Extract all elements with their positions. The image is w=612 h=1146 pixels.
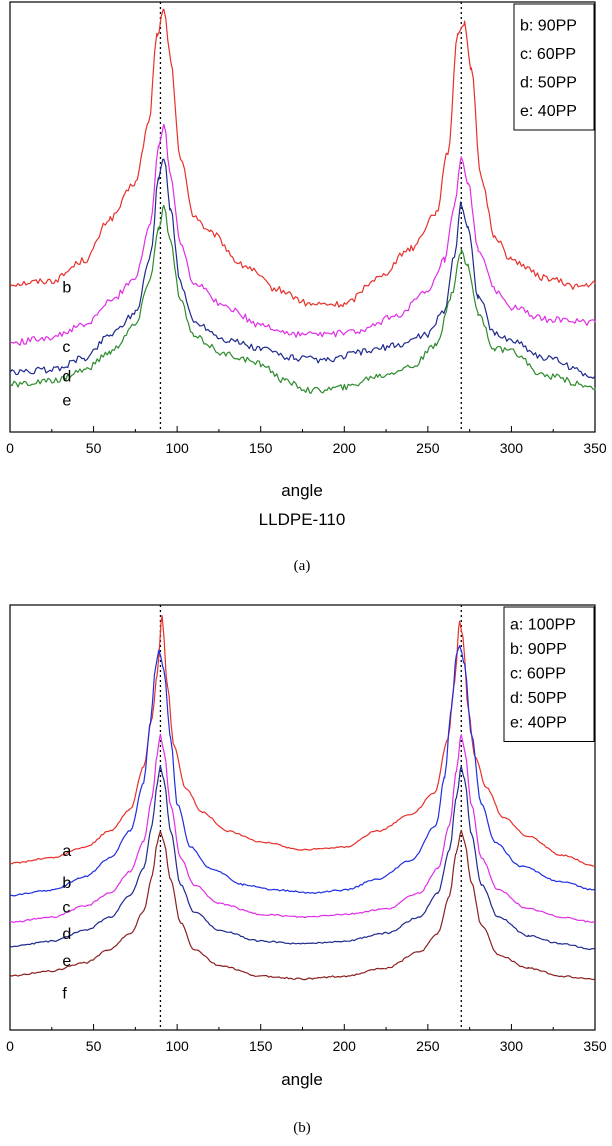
series-line-b [9,645,596,897]
legend-entry: d: 50PP [520,75,577,92]
legend-entry: c: 60PP [520,46,576,63]
curve-label-a: a [62,843,71,860]
x-tick-label: 250 [416,1038,440,1054]
legend-entry: e: 40PP [520,103,577,120]
curve-label-d: d [62,926,71,943]
curve-label-f: f [62,985,67,1002]
curve-label-e: e [62,392,71,409]
x-tick-label: 100 [165,440,189,456]
legend-box [513,3,595,131]
x-tick-label: 250 [416,440,440,456]
x-tick-label: 150 [249,440,273,456]
curve-label-e: e [62,953,71,970]
x-tick-label: 50 [86,1038,102,1054]
series-line-d [9,765,596,951]
reference-lines-a [159,2,462,432]
series-group-a [9,8,596,394]
legend-entry: c: 60PP [510,666,566,683]
curve-label-c: c [62,899,70,916]
x-tick-label: 350 [583,1038,607,1054]
series-group-b [9,615,596,981]
x-tick-label: 200 [333,440,357,456]
caption-b: (b) [293,1120,311,1136]
x-tick-label: 100 [165,1038,189,1054]
x-axis-a: 0 50 100 150 200 250 300 350 [6,426,607,456]
reference-lines-b [159,605,462,1030]
curve-label-b: b [62,875,71,892]
legend-b: a: 100PP b: 90PP c: 60PP d: 50PP e: 40PP [503,606,595,742]
x-axis-b: 0 50 100 150 200 250 300 350 [6,1024,607,1054]
legend-entry: b: 90PP [520,18,577,35]
series-line-d [9,158,596,379]
legend-entry: e: 40PP [510,715,567,732]
x-tick-label: 300 [500,440,524,456]
x-tick-label: 50 [86,440,102,456]
plot-frame-a [9,1,596,433]
curve-label-d: d [62,369,71,386]
x-tick-label: 150 [249,1038,273,1054]
caption-a: (a) [294,558,311,574]
series-line-b [9,8,596,308]
x-axis-title-b: angle [281,1070,323,1089]
series-line-c [9,733,596,923]
legend-entry: b: 90PP [510,641,567,658]
curve-labels-a: b cde [62,280,71,410]
series-line-e [9,829,596,981]
curve-label-b: b [62,280,71,297]
series-line-a [9,615,596,867]
x-axis-title-a: angle [281,481,323,500]
legend-box [503,606,595,742]
chart-subtitle-a: LLDPE-110 [259,510,346,529]
x-tick-label: 350 [583,440,607,456]
curve-label-c: c [62,339,70,356]
x-tick-label: 200 [333,1038,357,1054]
chart-panel-a: 0 50 100 150 200 250 300 350 b cde b: 90PP c: 60P… [6,1,607,574]
x-tick-label: 0 [6,440,14,456]
legend-entry: d: 50PP [510,690,567,707]
legend-entry: a: 100PP [510,617,576,634]
x-tick-label: 0 [6,1038,14,1054]
series-line-c [9,123,596,346]
legend-a: b: 90PP c: 60PP d: 50PP e: 40PP [513,3,595,131]
series-line-e [9,204,596,394]
x-tick-label: 300 [500,1038,524,1054]
